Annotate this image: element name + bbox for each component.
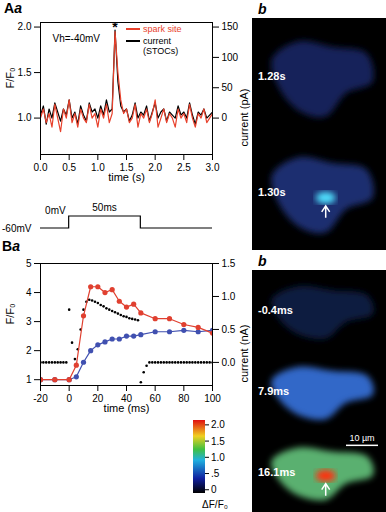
svg-text:80: 80 bbox=[178, 393, 190, 404]
svg-text:1.0: 1.0 bbox=[222, 291, 236, 302]
svg-text:50ms: 50ms bbox=[92, 202, 116, 213]
svg-text:0.0: 0.0 bbox=[34, 162, 48, 173]
svg-text:60: 60 bbox=[150, 393, 162, 404]
svg-text:1.5: 1.5 bbox=[211, 436, 225, 447]
svg-text:ΔF/F₀: ΔF/F₀ bbox=[202, 499, 228, 510]
svg-text:0.5: 0.5 bbox=[62, 162, 76, 173]
svg-text:1.0: 1.0 bbox=[211, 452, 225, 463]
svg-text:2.0: 2.0 bbox=[211, 419, 225, 430]
svg-text:3: 3 bbox=[26, 316, 32, 327]
svg-text:1.30s: 1.30s bbox=[258, 186, 286, 198]
svg-text:time (ms): time (ms) bbox=[104, 402, 150, 414]
svg-text:current (nA): current (nA) bbox=[238, 325, 250, 383]
svg-text:0: 0 bbox=[222, 112, 228, 123]
svg-text:40: 40 bbox=[120, 392, 133, 404]
svg-text:1.0: 1.0 bbox=[91, 162, 105, 173]
html-text:B a: B a bbox=[2, 238, 20, 254]
svg-text:3.0: 3.0 bbox=[206, 162, 220, 173]
html-text:A a: A a bbox=[4, 0, 22, 16]
svg-text:20: 20 bbox=[92, 393, 104, 404]
svg-text:time (s): time (s) bbox=[108, 171, 145, 183]
svg-text:1.5: 1.5 bbox=[18, 67, 32, 78]
svg-text:*: * bbox=[112, 19, 118, 35]
svg-text:150: 150 bbox=[222, 21, 239, 32]
svg-text:Vh=-40mV: Vh=-40mV bbox=[53, 33, 101, 44]
svg-text:0mV: 0mV bbox=[45, 205, 66, 216]
svg-text:0.5: 0.5 bbox=[222, 324, 236, 335]
svg-text:2.0: 2.0 bbox=[18, 21, 32, 32]
svg-text:5: 5 bbox=[26, 258, 32, 269]
svg-text:1.28s: 1.28s bbox=[258, 70, 286, 82]
svg-text:1: 1 bbox=[26, 374, 32, 385]
svg-text:0: 0 bbox=[211, 484, 217, 495]
svg-text:-60mV: -60mV bbox=[2, 223, 32, 234]
svg-text:2.5: 2.5 bbox=[177, 162, 191, 173]
svg-text:1.0: 1.0 bbox=[18, 112, 32, 123]
svg-text:1.5: 1.5 bbox=[222, 258, 236, 269]
svg-text:10 µm: 10 µm bbox=[349, 433, 374, 443]
svg-text:F/F₀: F/F₀ bbox=[4, 303, 16, 324]
svg-text:2: 2 bbox=[26, 345, 32, 356]
svg-text:50: 50 bbox=[222, 82, 234, 93]
svg-text:100: 100 bbox=[204, 393, 221, 404]
svg-text:0.0: 0.0 bbox=[222, 357, 236, 368]
svg-text:.5: .5 bbox=[211, 468, 220, 479]
svg-text:4: 4 bbox=[26, 287, 32, 298]
svg-text:100: 100 bbox=[222, 52, 239, 63]
svg-text:2.0: 2.0 bbox=[148, 162, 162, 173]
svg-text:1.5: 1.5 bbox=[119, 161, 134, 173]
svg-text:F/F₀: F/F₀ bbox=[4, 67, 16, 88]
html-text:current (STOCs): current (STOCs) bbox=[143, 36, 179, 56]
svg-text:b: b bbox=[258, 253, 267, 269]
html-text:spark site: spark site bbox=[143, 24, 182, 34]
svg-text:7.9ms: 7.9ms bbox=[258, 385, 289, 397]
svg-text:16.1ms: 16.1ms bbox=[258, 466, 295, 478]
svg-text:b: b bbox=[258, 1, 267, 17]
svg-text:0: 0 bbox=[66, 393, 72, 404]
svg-text:-0.4ms: -0.4ms bbox=[258, 304, 293, 316]
svg-text:current (pA): current (pA) bbox=[238, 89, 250, 147]
svg-text:-20: -20 bbox=[33, 393, 48, 404]
